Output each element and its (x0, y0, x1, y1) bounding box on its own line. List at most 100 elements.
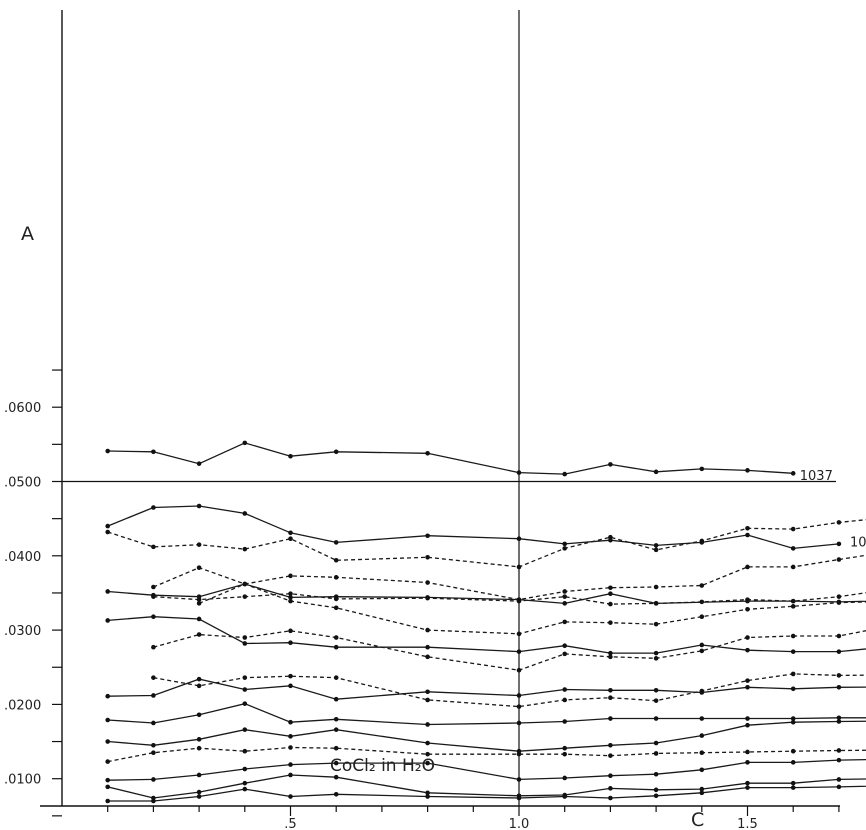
series-998 (105, 581, 866, 606)
data-point (288, 794, 293, 799)
data-point (653, 793, 659, 799)
data-point (288, 673, 293, 679)
data-point (105, 529, 110, 535)
x-tick-label: 1.0 (509, 817, 530, 830)
data-point (562, 687, 567, 692)
data-point (333, 675, 339, 680)
data-point (105, 717, 110, 723)
data-point (836, 757, 842, 763)
data-point (196, 745, 202, 751)
data-point (242, 701, 248, 706)
series-line (107, 785, 866, 802)
data-point (699, 648, 705, 654)
data-point (151, 592, 156, 598)
series-line (153, 554, 866, 601)
y-tick-label: .0300 (4, 624, 41, 639)
data-point (242, 786, 248, 792)
data-point (333, 557, 339, 563)
data-point (196, 737, 202, 742)
series-920 (105, 701, 866, 727)
data-point (242, 748, 248, 754)
data-point (562, 471, 567, 477)
series-layer (105, 440, 866, 804)
data-point (745, 749, 750, 755)
data-point (790, 564, 796, 570)
data-point (608, 537, 613, 543)
data-point (653, 584, 659, 590)
data-point (790, 604, 796, 609)
data-point (425, 689, 430, 695)
data-point (196, 712, 202, 718)
data-point (745, 598, 750, 604)
data-point (105, 798, 110, 804)
data-point (699, 583, 705, 588)
data-point (790, 686, 796, 692)
data-point (790, 633, 796, 639)
data-point (288, 719, 293, 725)
data-point (151, 449, 156, 455)
series-line (107, 519, 866, 568)
data-point (562, 775, 567, 781)
data-point (516, 564, 522, 570)
data-point (608, 650, 613, 656)
data-point (196, 676, 202, 682)
series-line (153, 630, 866, 671)
data-point (653, 698, 659, 703)
data-point (608, 654, 613, 660)
data-point (151, 795, 156, 801)
data-point (516, 793, 522, 799)
data-point (151, 777, 156, 782)
series-744 (105, 719, 866, 754)
data-point (745, 716, 750, 721)
data-point (745, 647, 750, 653)
data-point (288, 745, 293, 750)
data-point (745, 635, 750, 640)
data-point (333, 696, 339, 702)
data-point (790, 649, 796, 654)
data-point (333, 635, 339, 640)
data-point (288, 573, 293, 579)
data-point (608, 753, 613, 758)
data-point (425, 697, 430, 703)
data-point (288, 640, 293, 646)
series-line (107, 442, 794, 475)
series-label: 1018 (850, 536, 866, 551)
series-line (107, 678, 866, 700)
data-point (242, 675, 248, 680)
data-point (699, 790, 705, 796)
data-point (288, 453, 293, 459)
data-point (699, 786, 705, 792)
data-point (105, 448, 110, 454)
data-point (836, 673, 842, 678)
data-point (196, 683, 202, 689)
series-979 (105, 614, 866, 656)
data-point (333, 575, 339, 580)
data-point (196, 789, 202, 795)
grid-layer (52, 10, 840, 817)
data-point (242, 635, 248, 640)
data-point (790, 526, 796, 532)
data-point (653, 469, 659, 475)
series-684 (151, 628, 866, 673)
data-point (516, 751, 522, 757)
data-point (836, 748, 842, 753)
data-point (653, 740, 659, 746)
data-point (333, 449, 339, 455)
data-point (425, 644, 430, 650)
data-point (653, 650, 659, 656)
data-point (242, 511, 248, 516)
data-point (151, 584, 156, 590)
data-point (151, 675, 156, 680)
data-point (425, 580, 430, 585)
data-point (333, 716, 339, 722)
data-point (790, 719, 796, 725)
data-point (653, 543, 659, 548)
data-point (333, 594, 339, 599)
series-dashed-series-b (151, 671, 866, 709)
data-point (608, 773, 613, 779)
data-point (196, 632, 202, 637)
data-point (151, 720, 156, 726)
data-point (699, 466, 705, 472)
series-line (198, 583, 866, 635)
data-point (699, 733, 705, 738)
